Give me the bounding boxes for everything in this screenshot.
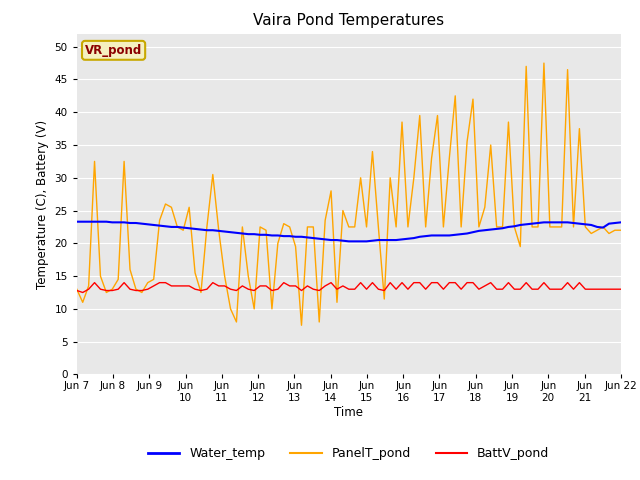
Title: Vaira Pond Temperatures: Vaira Pond Temperatures: [253, 13, 444, 28]
Text: VR_pond: VR_pond: [85, 44, 142, 57]
X-axis label: Time: Time: [334, 406, 364, 419]
Y-axis label: Temperature (C), Battery (V): Temperature (C), Battery (V): [36, 120, 49, 288]
Legend: Water_temp, PanelT_pond, BattV_pond: Water_temp, PanelT_pond, BattV_pond: [143, 442, 554, 465]
